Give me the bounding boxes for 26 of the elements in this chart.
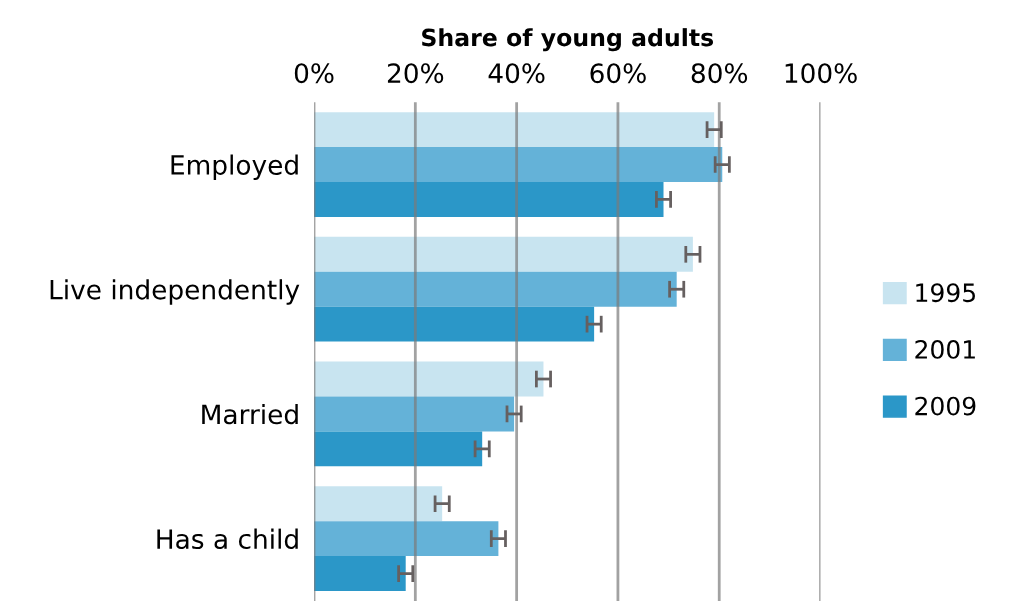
bar	[314, 521, 499, 557]
legend-label: 1995	[916, 283, 975, 303]
bar	[314, 112, 715, 148]
x-tick-label: 60%	[590, 63, 646, 84]
bar	[314, 271, 677, 307]
bar	[314, 236, 693, 272]
x-axis-title: Share of young adults	[422, 28, 714, 52]
bar	[314, 181, 664, 217]
bar	[314, 431, 483, 467]
bar	[314, 147, 723, 182]
bar	[314, 396, 515, 432]
y-tick-label: Employed	[171, 154, 298, 181]
legend-label: 2009	[915, 396, 976, 416]
legend-label: 2001	[915, 339, 975, 359]
bar	[314, 486, 443, 522]
x-tick-label: 100%	[785, 63, 857, 84]
bar	[314, 556, 406, 592]
bar	[314, 306, 595, 342]
bar	[314, 361, 544, 397]
y-tick-label: Married	[202, 403, 298, 425]
x-tick-label: 80%	[691, 63, 748, 84]
y-tick-label: Live independently	[50, 279, 300, 305]
y-tick-label: Has a child	[157, 528, 298, 550]
x-tick-label: 0%	[294, 63, 334, 84]
x-tick-label: 40%	[488, 63, 545, 84]
x-tick-label: 20%	[387, 63, 444, 84]
